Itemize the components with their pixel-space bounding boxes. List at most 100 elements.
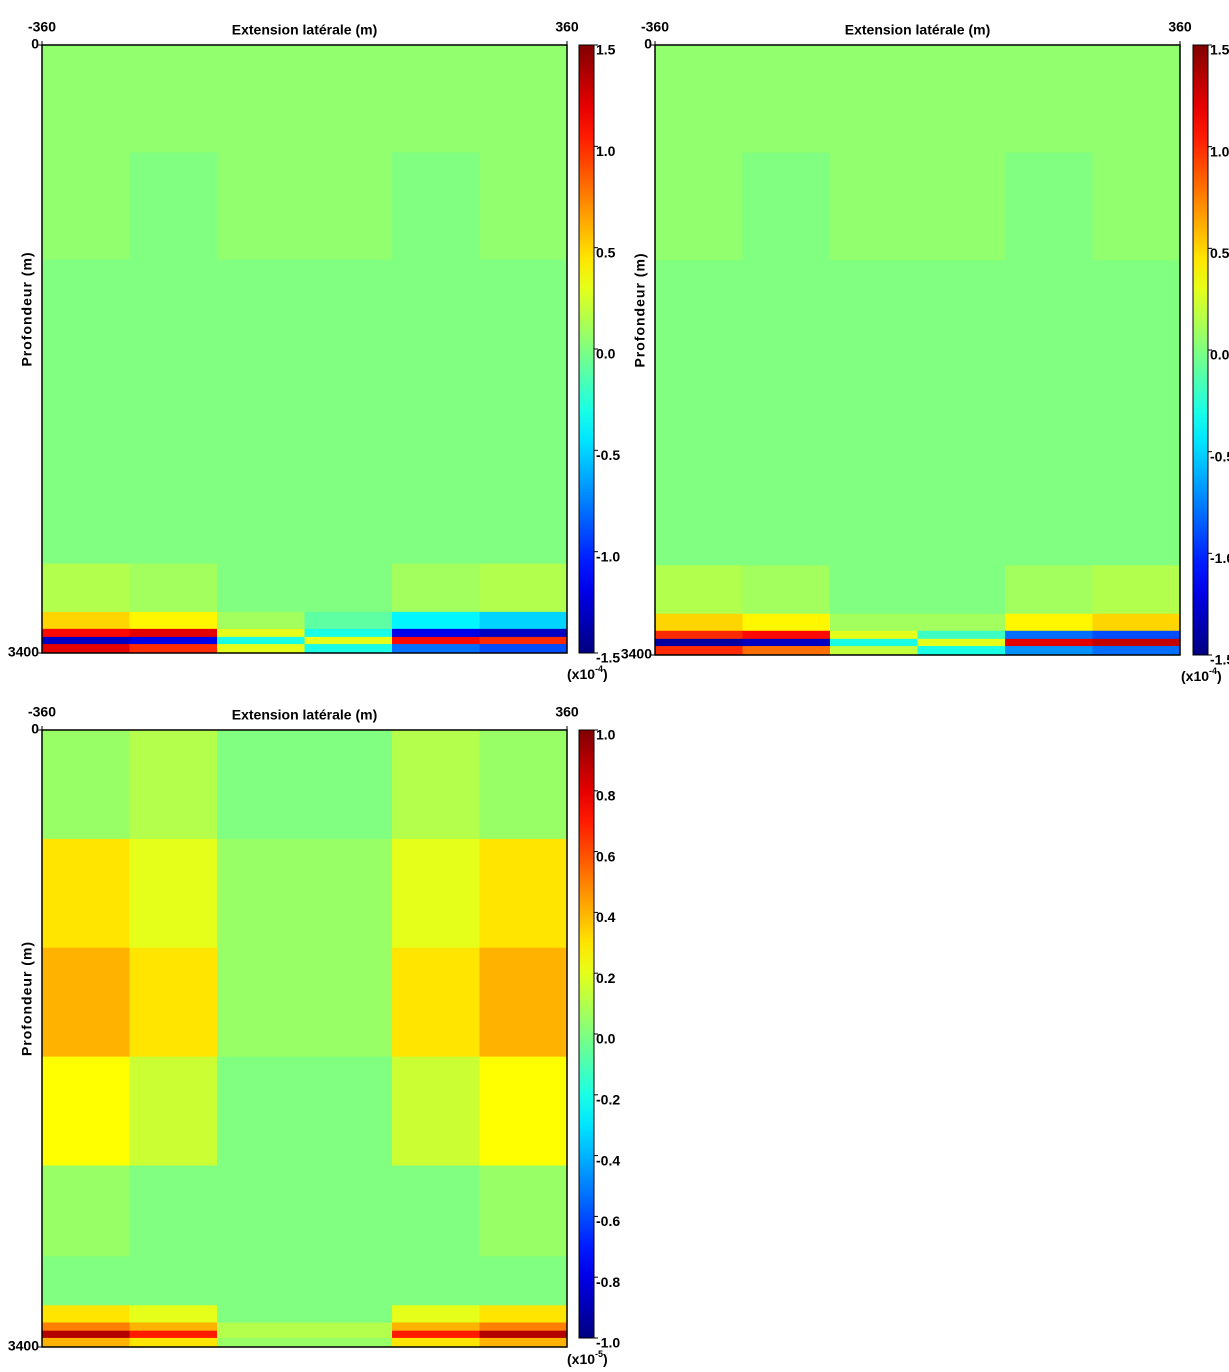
heatmap-cell — [742, 45, 831, 154]
heatmap-cell — [917, 613, 1006, 632]
heatmap-cell — [1005, 638, 1093, 647]
heatmap-cell — [655, 646, 743, 656]
heatmap-cell — [304, 1165, 393, 1257]
heatmap-cell — [392, 628, 480, 638]
heatmap-cell — [655, 565, 743, 615]
heatmap-cell — [42, 1322, 130, 1332]
heatmap-cell — [479, 1305, 568, 1324]
y-tick-label: 0 — [31, 721, 39, 737]
heatmap-cell — [304, 947, 393, 1058]
heatmap-cell — [129, 366, 218, 475]
heatmap-cell — [1005, 367, 1093, 477]
heatmap-cell — [392, 563, 480, 613]
heatmap-cell — [1092, 613, 1181, 632]
heatmap-cell — [392, 1305, 480, 1324]
heatmap-cell — [655, 45, 743, 154]
heatmap-cell — [392, 636, 480, 645]
heatmap-cell — [392, 366, 480, 475]
heatmap-cell — [217, 730, 305, 840]
heatmap-cell — [830, 152, 918, 261]
heatmap-cell — [1005, 630, 1093, 640]
heatmap-cell — [742, 630, 831, 640]
heatmap-cell — [1092, 45, 1181, 154]
colorbar-tick-label: 0.6 — [596, 848, 616, 864]
heatmap-cell — [42, 947, 130, 1058]
heatmap-cell — [917, 367, 1006, 477]
heatmap-cell — [917, 630, 1006, 640]
heatmap-cell — [1092, 367, 1181, 477]
colorbar-tick-label: 0.0 — [596, 1031, 616, 1047]
heatmap-cell — [479, 611, 568, 630]
colorbar-tick-label: 0.8 — [596, 788, 616, 804]
heatmap-cell — [217, 1165, 305, 1257]
heatmap-cell — [217, 1322, 305, 1332]
heatmap-cell — [479, 1337, 568, 1348]
heatmap-cell — [1092, 475, 1181, 566]
heatmap-cell — [479, 1056, 568, 1167]
heatmap-cell — [217, 1056, 305, 1167]
heatmap-cell — [129, 644, 218, 654]
heatmap-cell — [830, 638, 918, 647]
colorbar-tick-label: -0.5 — [596, 447, 620, 463]
colorbar-tick-label: 1.5 — [596, 42, 616, 58]
heatmap-cell — [217, 644, 305, 654]
heatmap-cell — [479, 152, 568, 261]
colorbar-tick-label: -0.5 — [1210, 448, 1229, 464]
y-axis-label: Profondeur (m) — [19, 251, 35, 366]
y-tick-label: 0 — [31, 36, 39, 52]
heatmap-cell — [479, 1256, 568, 1306]
heatmap-cell — [479, 636, 568, 645]
colorbar-tick-label: 0.0 — [1210, 347, 1229, 363]
heatmap-cell — [217, 366, 305, 475]
y-axis-label: Profondeur (m) — [632, 252, 648, 367]
heatmap-cell — [42, 1337, 130, 1348]
colorbar-tick-label: -1.0 — [596, 1335, 620, 1351]
colorbar-tick-label: -1.5 — [1210, 652, 1229, 668]
heatmap-cell — [479, 366, 568, 475]
heatmap-cell — [830, 630, 918, 640]
heatmap-cell — [742, 638, 831, 647]
heatmap-cell — [479, 947, 568, 1058]
heatmap-cell — [129, 1330, 218, 1339]
colorbar — [578, 44, 595, 654]
heatmap-cell — [917, 565, 1006, 615]
heatmap-cell — [129, 1165, 218, 1257]
heatmap-cell — [217, 628, 305, 638]
heatmap-cell — [1092, 638, 1181, 647]
heatmap-cell — [304, 366, 393, 475]
heatmap-cell — [655, 613, 743, 632]
plot-frame — [654, 44, 1181, 656]
heatmap-cell — [304, 636, 393, 645]
heatmap-cell — [42, 1056, 130, 1167]
heatmap-cell — [830, 367, 918, 477]
heatmap-cell — [742, 565, 831, 615]
heatmap-cell — [392, 644, 480, 654]
heatmap-cell — [304, 474, 393, 565]
heatmap-cell — [830, 646, 918, 656]
heatmap-cell — [42, 1165, 130, 1257]
heatmap-cell — [217, 636, 305, 645]
heatmap-cell — [304, 1322, 393, 1332]
heatmap-cell — [830, 565, 918, 615]
heatmap-cell — [392, 1165, 480, 1257]
heatmap-cell — [392, 1337, 480, 1348]
heatmap-cell — [217, 1305, 305, 1324]
heatmap-cell — [479, 259, 568, 368]
heatmap-cell — [392, 259, 480, 368]
chart-title: Extension latérale (m) — [845, 22, 991, 38]
heatmap-cell — [42, 563, 130, 613]
heatmap-cell — [304, 1337, 393, 1348]
heatmap-cell — [655, 475, 743, 566]
colorbar-tick-label: -0.2 — [596, 1092, 620, 1108]
heatmap-cell — [304, 644, 393, 654]
heatmap-cell — [655, 638, 743, 647]
y-tick-label: 3400 — [8, 644, 39, 660]
heatmap-cell — [830, 475, 918, 566]
heatmap-cell — [392, 474, 480, 565]
heatmap-cell — [479, 45, 568, 153]
heatmap-cell — [742, 152, 831, 261]
colorbar-tick-label: -1.5 — [596, 650, 620, 666]
heatmap-cell — [742, 367, 831, 477]
heatmap-cell — [1092, 630, 1181, 640]
